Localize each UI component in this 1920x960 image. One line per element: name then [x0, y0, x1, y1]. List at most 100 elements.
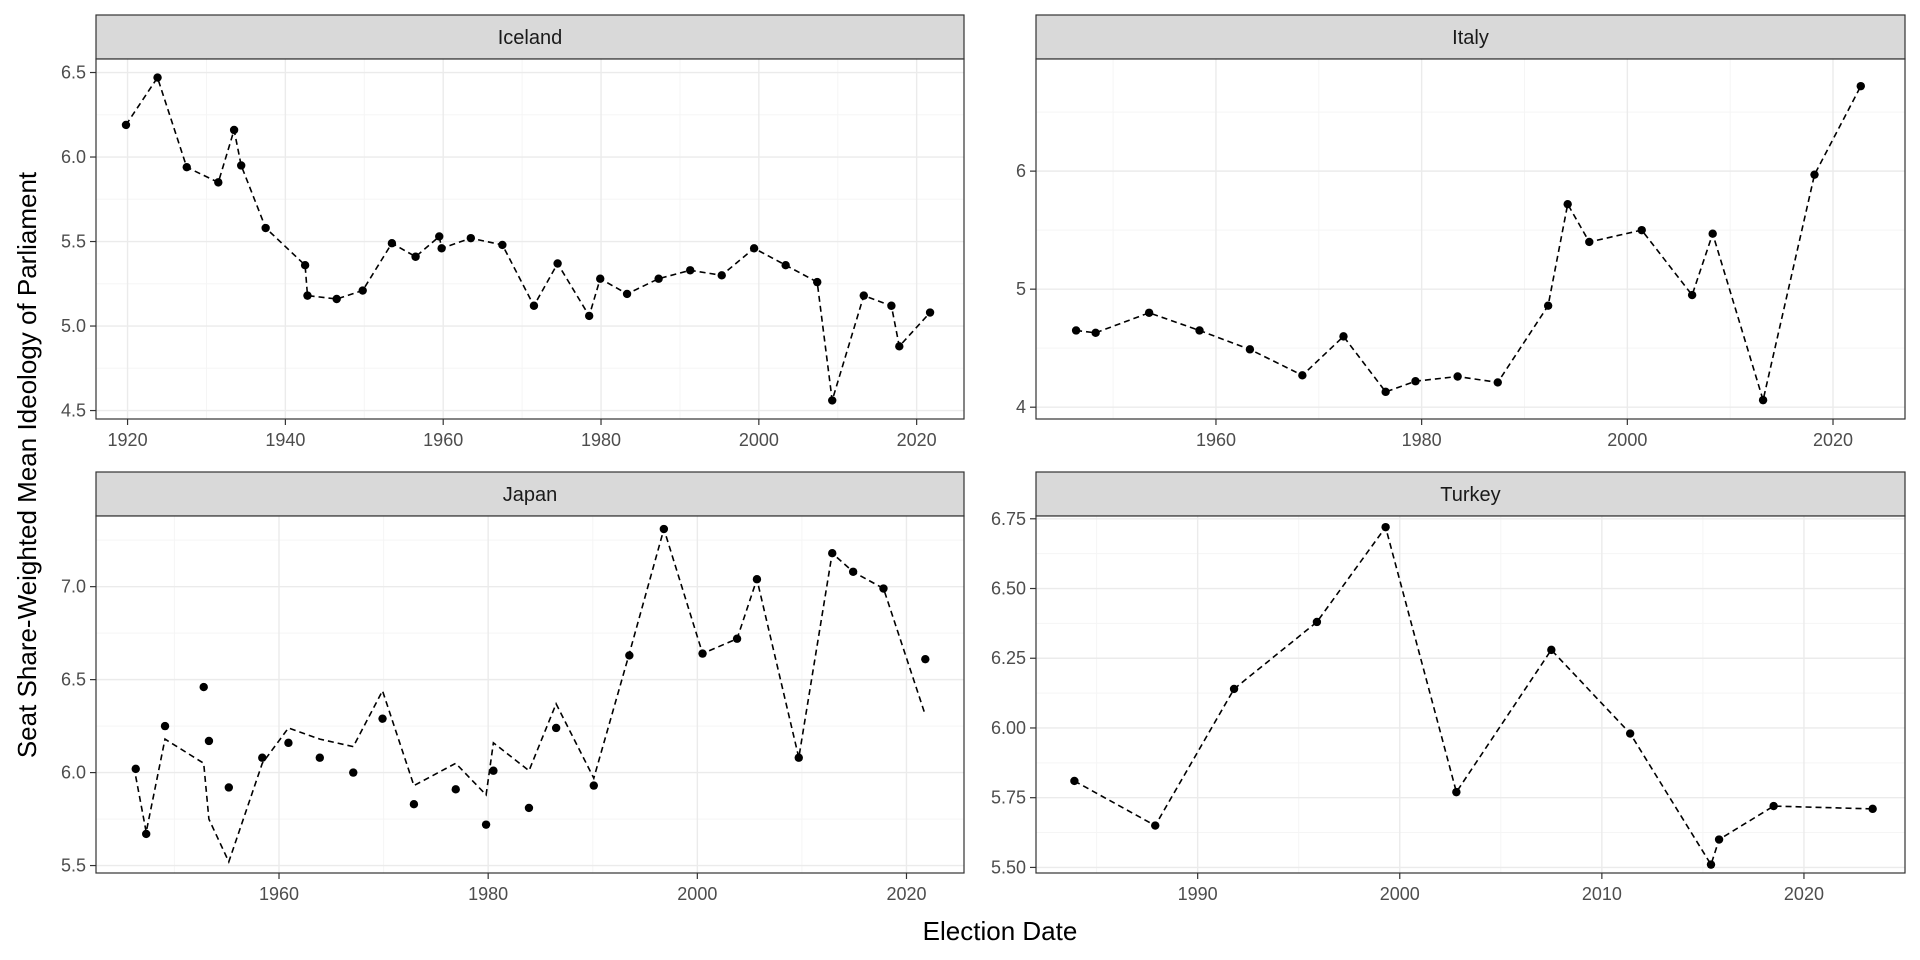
data-point	[1195, 326, 1204, 335]
y-tick-label: 5	[1016, 279, 1026, 299]
data-point	[887, 301, 896, 310]
data-point	[1151, 821, 1160, 830]
data-point	[1769, 801, 1778, 811]
y-tick-label: 4.5	[61, 401, 86, 421]
data-point	[1637, 225, 1646, 235]
facet-strip	[1035, 14, 1906, 60]
data-point	[1543, 301, 1553, 310]
data-point	[685, 266, 695, 275]
data-point	[261, 223, 270, 233]
panel-border	[95, 515, 965, 874]
data-point	[1229, 684, 1239, 694]
facet-label: Italy	[1452, 27, 1489, 49]
panel-border	[1035, 58, 1906, 420]
y-tick-label: 6.75	[991, 509, 1026, 529]
x-tick-label: 1980	[1402, 430, 1442, 450]
data-point	[1493, 378, 1502, 387]
series-line-italy	[1076, 85, 1862, 404]
data-point	[1453, 372, 1462, 381]
data-point	[781, 260, 790, 270]
data-point	[1868, 804, 1877, 814]
data-point	[551, 723, 561, 733]
data-point	[182, 162, 191, 172]
data-point	[1547, 645, 1556, 655]
data-point	[732, 634, 742, 643]
panel-background	[1036, 516, 1905, 873]
data-point	[794, 753, 803, 762]
data-point	[409, 800, 419, 809]
facet-iceland: Iceland 1920 1940 1960 1980 2000 2020 4.5 5.0 5.5…	[61, 14, 965, 450]
data-point	[481, 820, 491, 829]
data-point	[1411, 377, 1420, 386]
x-tick-label: 1990	[1178, 884, 1218, 904]
data-point	[553, 259, 562, 268]
data-point	[1452, 787, 1461, 797]
data-point	[141, 829, 151, 839]
data-point	[921, 654, 930, 664]
data-point	[698, 649, 707, 658]
x-tick-label: 2020	[1813, 430, 1853, 450]
data-point	[1758, 395, 1768, 405]
y-tick-label: 6.0	[61, 147, 86, 167]
y-tick-label: 6	[1016, 161, 1026, 181]
x-tick-label: 1960	[1196, 430, 1236, 450]
data-point	[1708, 229, 1717, 238]
data-point	[435, 232, 444, 241]
data-point	[1381, 387, 1390, 397]
data-point	[1381, 522, 1390, 532]
data-point	[848, 567, 858, 576]
facet-label: Turkey	[1440, 484, 1500, 506]
data-point	[529, 301, 539, 310]
series-line-japan	[134, 526, 927, 864]
data-point	[411, 252, 420, 261]
data-point	[258, 753, 267, 762]
y-tick-label: 5.50	[991, 857, 1026, 877]
data-point	[859, 291, 868, 300]
data-point	[1687, 290, 1697, 300]
data-point	[153, 73, 162, 82]
data-point	[229, 125, 239, 135]
data-point	[1312, 617, 1322, 627]
data-point	[895, 342, 904, 351]
data-point	[498, 240, 507, 250]
data-point	[717, 271, 726, 280]
x-tick-label: 2000	[1607, 430, 1647, 450]
y-tick-label: 6.0	[61, 763, 86, 783]
data-point	[131, 764, 140, 774]
data-point	[659, 524, 669, 534]
data-point	[204, 736, 214, 746]
x-tick-label: 1940	[265, 430, 305, 450]
facet-strip	[95, 471, 965, 517]
data-point	[1071, 326, 1081, 335]
x-tick-label: 1960	[423, 430, 463, 450]
data-point	[358, 286, 367, 295]
data-point	[1856, 81, 1865, 91]
data-point	[1563, 199, 1572, 209]
x-tick-label: 2020	[886, 884, 926, 904]
data-point	[1810, 170, 1819, 179]
y-tick-label: 6.5	[61, 63, 86, 83]
data-point	[1706, 860, 1716, 869]
facet-panels: Iceland 1920 1940 1960 1980 2000 2020 4.5 5.0 5.5…	[61, 14, 1906, 904]
data-point	[828, 548, 837, 558]
y-tick-label: 4	[1016, 397, 1026, 417]
series-line-turkey	[1074, 525, 1873, 867]
data-point	[1585, 237, 1594, 247]
x-tick-label: 1920	[108, 430, 148, 450]
x-tick-label: 1980	[468, 884, 508, 904]
data-point	[121, 120, 131, 130]
data-point	[813, 277, 822, 287]
data-point	[1298, 371, 1307, 380]
data-point	[524, 803, 534, 813]
data-point	[303, 291, 312, 300]
data-point	[828, 396, 837, 405]
x-tick-label: 2010	[1582, 884, 1622, 904]
y-tick-label: 5.5	[61, 856, 86, 876]
data-point	[236, 161, 246, 170]
data-point	[214, 178, 223, 187]
facet-strip	[95, 14, 965, 60]
x-tick-label: 2000	[677, 884, 717, 904]
x-tick-label: 1960	[259, 884, 299, 904]
data-point	[589, 781, 598, 790]
y-tick-label: 6.00	[991, 718, 1026, 738]
